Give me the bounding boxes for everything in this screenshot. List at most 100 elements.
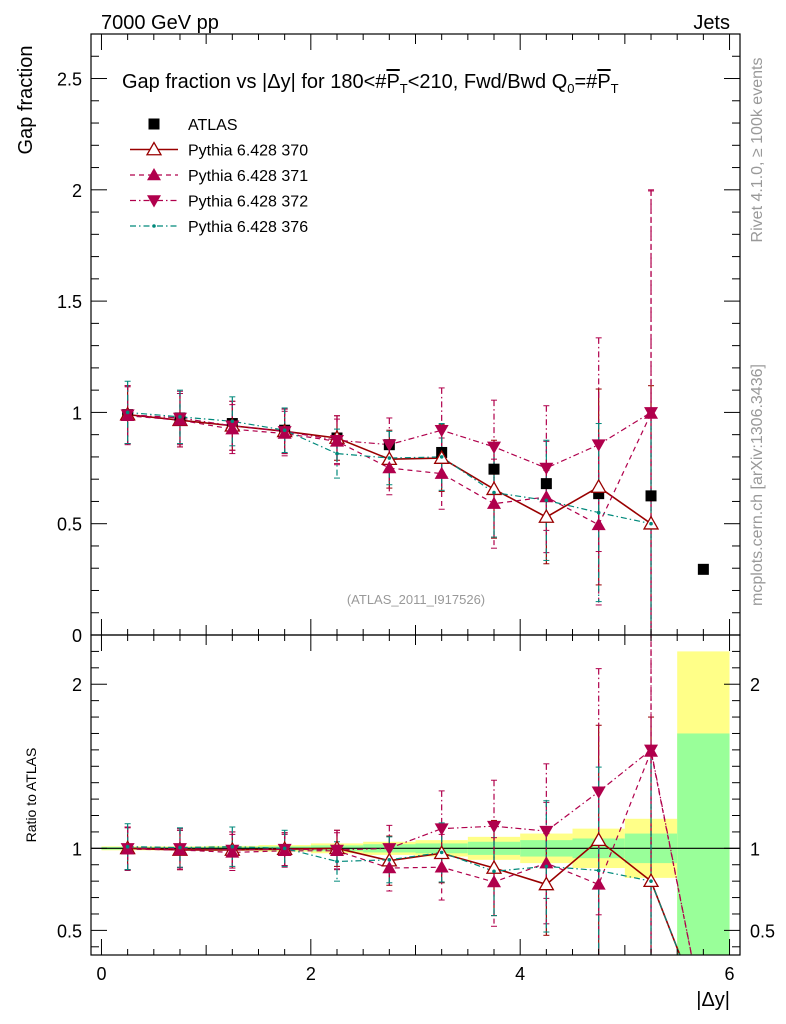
x-tick-label: 4 — [515, 964, 525, 984]
legend-marker — [147, 195, 161, 208]
main-marker — [590, 478, 607, 493]
ratio-series-0 — [124, 716, 681, 955]
ratio-marker — [590, 831, 607, 847]
ratio-marker — [544, 864, 549, 869]
ratio-marker — [539, 825, 554, 839]
ratio-marker — [382, 861, 397, 874]
main-marker — [329, 434, 344, 448]
main-marker — [172, 412, 187, 425]
ratio-marker — [539, 856, 554, 869]
ratio-marker — [439, 850, 444, 855]
ratio-y-tick-label-right: 2 — [750, 675, 760, 695]
legend: ATLAS Pythia 6.428 370 Pythia 6.428 371 Pyt… — [130, 117, 308, 236]
ratio-marker — [335, 859, 339, 864]
ratio-marker — [178, 845, 182, 850]
ratio-marker — [125, 844, 130, 849]
legend-marker — [145, 141, 163, 156]
main-marker — [225, 420, 240, 433]
x-tick-label: 6 — [725, 964, 735, 984]
main-series-line — [127, 411, 652, 469]
main-y-tick-label: 2.5 — [57, 70, 82, 90]
ratio-y-axis-label: Ratio to ATLAS — [23, 748, 39, 843]
ratio-marker — [434, 860, 449, 873]
ratio-marker — [649, 879, 653, 883]
ratio-marker — [591, 786, 606, 799]
legend-label: Pythia 6.428 371 — [188, 168, 308, 185]
energy-label: 7000 GeV pp — [101, 12, 219, 34]
ratio-y-tick-label-right: 0.5 — [750, 921, 775, 941]
main-marker — [487, 496, 502, 509]
ratio-marker — [538, 876, 555, 891]
green-uncertainty-band — [677, 733, 730, 955]
ratio-marker — [434, 823, 449, 836]
main-marker — [387, 456, 392, 460]
ratio-series-2 — [124, 635, 693, 955]
main-marker — [382, 461, 397, 474]
atlas-data-point — [697, 563, 709, 575]
ratio-panel-frame — [90, 634, 741, 956]
ratio-marker — [591, 877, 606, 890]
legend-entry: Pythia 6.428 376 — [130, 219, 308, 236]
main-marker — [539, 462, 554, 476]
main-y-tick-label: 1 — [72, 403, 82, 423]
ratio-marker — [492, 869, 496, 874]
main-marker — [178, 415, 182, 419]
main-marker — [277, 426, 292, 439]
ratio-series-line — [127, 846, 681, 955]
ratio-y-tick-label-left: 2 — [72, 675, 82, 695]
atlas-data-point — [540, 478, 552, 490]
legend-marker — [148, 118, 160, 130]
ratio-marker — [120, 843, 135, 856]
legend-marker — [152, 224, 156, 228]
atlas-data-point — [488, 463, 500, 475]
ratio-series-layer — [119, 635, 693, 955]
ratio-marker — [282, 846, 287, 851]
main-marker — [485, 480, 503, 496]
legend-label: Pythia 6.428 370 — [188, 143, 308, 160]
ratio-series-1 — [124, 635, 693, 955]
ratio-marker — [382, 843, 397, 856]
main-marker — [335, 451, 339, 456]
main-marker — [439, 455, 444, 459]
legend-marker — [147, 168, 161, 181]
ratio-bands — [91, 651, 740, 955]
legend-entry: Pythia 6.428 372 — [130, 194, 308, 211]
process-label: Jets — [693, 12, 730, 34]
main-marker — [434, 424, 449, 438]
ratio-marker — [644, 744, 659, 757]
mcplots-label: mcplots.cern.ch [arXiv:1306.3436] — [749, 364, 766, 606]
main-marker — [120, 409, 135, 422]
main-axes: 0 0.5 1 1.5 2 2.5 — [57, 33, 740, 646]
main-marker — [591, 439, 606, 452]
plot-title: Gap fraction vs |Δy| for 180<#PT<210, Fw… — [122, 71, 619, 96]
x-axis-label: |Δy| — [696, 989, 730, 1011]
ratio-series-line — [127, 748, 693, 955]
main-marker — [591, 517, 606, 531]
x-tick-label: 2 — [306, 964, 316, 984]
main-y-tick-label: 1.5 — [57, 292, 82, 312]
main-marker — [125, 410, 130, 415]
ratio-marker — [487, 820, 502, 834]
ratio-y-tick-label-left: 1 — [72, 839, 82, 859]
main-marker — [644, 407, 659, 420]
ratio-marker — [329, 844, 344, 857]
y-axis-label: Gap fraction — [15, 46, 37, 155]
ratio-marker — [485, 859, 503, 874]
main-series-3 — [124, 189, 655, 635]
main-marker — [230, 419, 235, 424]
ratio-y-tick-label-right: 1 — [750, 839, 760, 859]
main-marker — [539, 489, 554, 503]
main-marker — [596, 510, 601, 515]
main-marker — [282, 428, 287, 433]
legend-label: ATLAS — [188, 117, 238, 134]
legend-entry: Pythia 6.428 370 — [130, 141, 308, 160]
x-tick-label: 0 — [96, 964, 106, 984]
ratio-marker — [230, 844, 235, 849]
main-marker — [538, 508, 555, 523]
atlas-data-point — [645, 490, 657, 502]
ratio-marker — [487, 874, 502, 888]
analysis-watermark: (ATLAS_2011_I917526) — [347, 592, 485, 607]
rivet-version-label: Rivet 4.1.0, ≥ 100k events — [749, 58, 766, 243]
main-y-tick-label: 2 — [72, 181, 82, 201]
